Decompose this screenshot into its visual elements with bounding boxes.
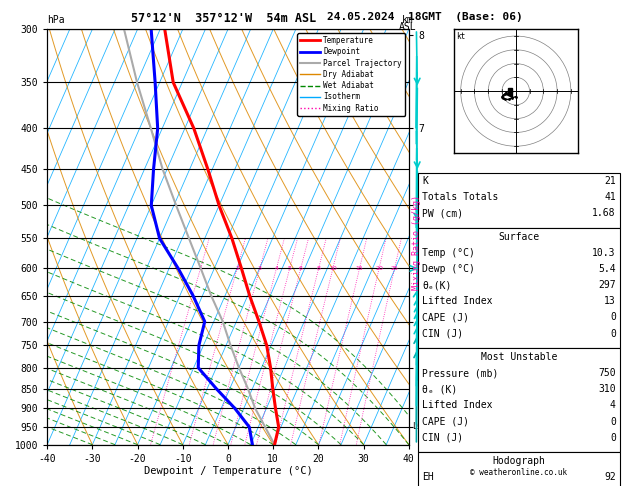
Text: hPa: hPa (47, 15, 65, 25)
Text: 0: 0 (610, 417, 616, 427)
Text: 10: 10 (329, 266, 337, 271)
Text: 0: 0 (610, 433, 616, 443)
Text: PW (cm): PW (cm) (422, 208, 463, 219)
Text: K: K (422, 176, 428, 187)
Text: CAPE (J): CAPE (J) (422, 312, 469, 323)
Text: 57°12'N  357°12'W  54m ASL: 57°12'N 357°12'W 54m ASL (131, 12, 316, 25)
Text: 10.3: 10.3 (593, 248, 616, 259)
Text: 41: 41 (604, 192, 616, 203)
Text: 5.4: 5.4 (598, 264, 616, 275)
Text: Pressure (mb): Pressure (mb) (422, 368, 498, 379)
Text: θₑ(K): θₑ(K) (422, 280, 452, 291)
Text: LCL: LCL (413, 422, 428, 432)
Text: Lifted Index: Lifted Index (422, 400, 493, 411)
Text: 20: 20 (375, 266, 383, 271)
Text: ASL: ASL (399, 21, 416, 32)
Text: 25: 25 (391, 266, 399, 271)
Text: Totals Totals: Totals Totals (422, 192, 498, 203)
Text: Surface: Surface (498, 232, 540, 243)
Text: Lifted Index: Lifted Index (422, 296, 493, 307)
Text: 6: 6 (299, 266, 303, 271)
Text: θₑ (K): θₑ (K) (422, 384, 457, 395)
Text: CIN (J): CIN (J) (422, 433, 463, 443)
Text: 21: 21 (604, 176, 616, 187)
Text: 4: 4 (610, 400, 616, 411)
Text: 310: 310 (598, 384, 616, 395)
Text: km: km (402, 15, 413, 25)
Text: 0: 0 (610, 312, 616, 323)
Text: CAPE (J): CAPE (J) (422, 417, 469, 427)
X-axis label: Dewpoint / Temperature (°C): Dewpoint / Temperature (°C) (143, 467, 313, 476)
Text: 92: 92 (604, 472, 616, 483)
Text: 750: 750 (598, 368, 616, 379)
Legend: Temperature, Dewpoint, Parcel Trajectory, Dry Adiabat, Wet Adiabat, Isotherm, Mi: Temperature, Dewpoint, Parcel Trajectory… (298, 33, 405, 116)
Text: EH: EH (422, 472, 434, 483)
Text: Temp (°C): Temp (°C) (422, 248, 475, 259)
Text: Dewp (°C): Dewp (°C) (422, 264, 475, 275)
Text: Mixing Ratio (g/kg): Mixing Ratio (g/kg) (412, 195, 421, 291)
Text: 1: 1 (199, 266, 203, 271)
Text: 0: 0 (610, 329, 616, 339)
Text: 4: 4 (274, 266, 279, 271)
Text: 297: 297 (598, 280, 616, 291)
Text: © weatheronline.co.uk: © weatheronline.co.uk (470, 468, 567, 477)
Text: 5: 5 (287, 266, 292, 271)
Text: 1.68: 1.68 (593, 208, 616, 219)
Text: Most Unstable: Most Unstable (481, 352, 557, 363)
Text: Hodograph: Hodograph (493, 456, 545, 467)
Text: 2: 2 (235, 266, 239, 271)
Text: kt: kt (457, 32, 466, 41)
Text: 3: 3 (258, 266, 262, 271)
Text: CIN (J): CIN (J) (422, 329, 463, 339)
Text: 8: 8 (317, 266, 321, 271)
Text: 13: 13 (604, 296, 616, 307)
Text: 15: 15 (355, 266, 364, 271)
Text: 24.05.2024  18GMT  (Base: 06): 24.05.2024 18GMT (Base: 06) (326, 12, 523, 22)
